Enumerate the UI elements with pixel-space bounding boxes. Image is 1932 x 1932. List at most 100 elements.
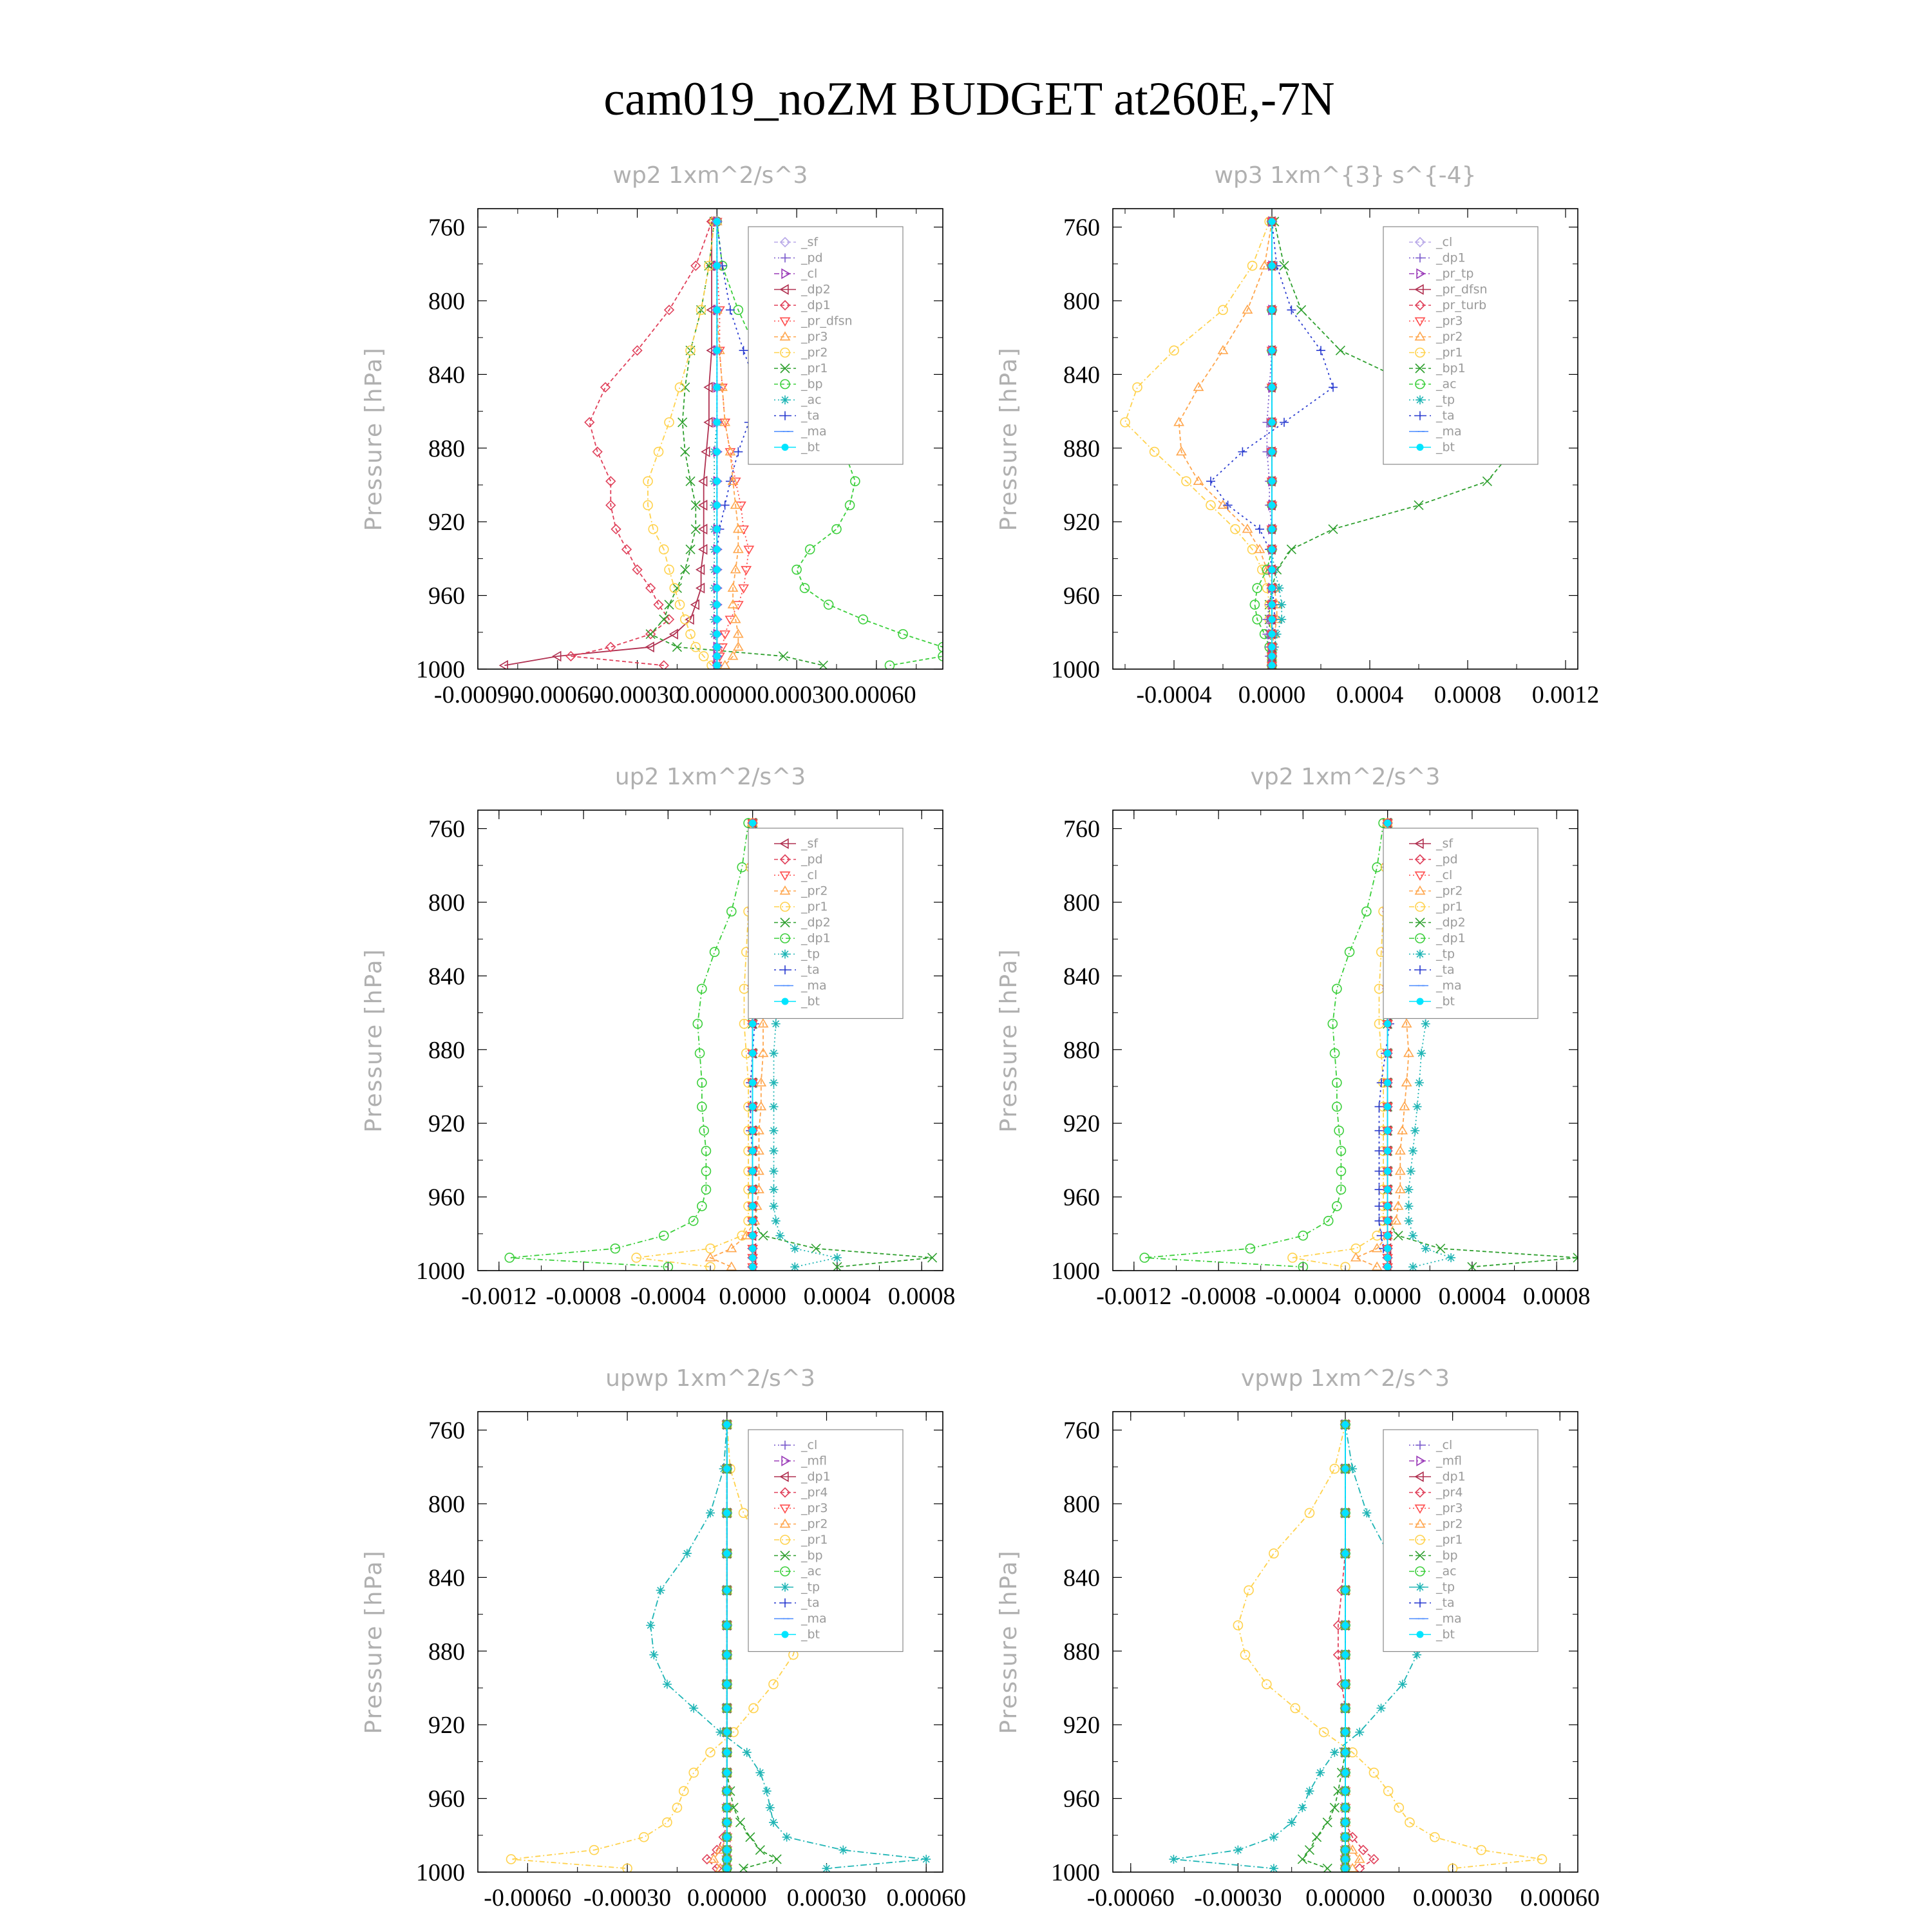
panel-upwp-series-tp-point <box>768 1817 778 1827</box>
panel-wp3-series-pr2-point <box>1242 524 1253 533</box>
panel-up2-series-tp-point <box>790 1244 800 1253</box>
panel-wp3-series-bt-point <box>1268 383 1276 391</box>
panel-up2-legend-pr1-marker <box>780 902 790 912</box>
panel-wp3-series-tp-line <box>1271 222 1283 666</box>
panel-vpwp-series-pr1-point <box>1447 1863 1458 1872</box>
panel-vpwp-legend-ma-label: _ma <box>1435 1612 1462 1626</box>
panel-wp3-legend-ac-label: _ac <box>1435 377 1457 392</box>
panel-vpwp-series-tp-point <box>1348 1464 1358 1473</box>
panel-wp3-series-bp1-point <box>1335 345 1345 355</box>
panel-vp2-legend-dp1-label: _dp1 <box>1435 931 1466 945</box>
panel-vpwp-xtick-label: 0.00030 <box>1413 1884 1493 1911</box>
panel-wp3-series-bp1-point <box>1482 476 1492 486</box>
panel-wp3-series-dp1-line <box>1266 222 1273 666</box>
panel-wp3-series-pr2-point <box>1254 544 1265 553</box>
panel-upwp-series-pr1-point <box>768 1679 779 1690</box>
panel-wp2-series-dp2-point <box>698 524 708 535</box>
panel-wp3-series-pr1 <box>1120 216 1277 669</box>
panel-wp3-legend-pr2-marker <box>1414 331 1426 341</box>
panel-upwp-legend-pr2-marker <box>779 1518 791 1528</box>
panel-upwp-ytick-label: 840 <box>428 1564 465 1591</box>
panel-upwp-series-tp-point <box>922 1854 931 1864</box>
panel-upwp-legend-dp1-marker <box>779 1471 789 1482</box>
panel-vpwp-legend-dp1-marker <box>1414 1471 1424 1482</box>
panel-wp2-series-pr1-point <box>680 382 690 392</box>
panel-wp2-series-dp1-point <box>592 446 603 457</box>
panel-wp2-series-pr1-point <box>818 660 828 669</box>
panel-vp2-series-tp-point <box>1412 1102 1422 1112</box>
panel-wp3-series-bt-point <box>1268 661 1276 669</box>
panel-vp2-series-dp1-point <box>1245 1243 1256 1254</box>
panel-wp2-series-bt-point <box>713 566 721 574</box>
panel-vp2-series-dp1-point <box>1336 1166 1347 1177</box>
panel-vp2-legend-dp2-label: _dp2 <box>1435 916 1466 930</box>
panel-wp3-series-bt-point <box>1268 262 1276 270</box>
panel-vpwp-legend-bp-marker <box>1415 1550 1425 1561</box>
panel-vpwp-series-bt-point <box>1341 1728 1349 1736</box>
panel-upwp-series-pr4-point <box>701 1853 712 1865</box>
panel-upwp-series-pr1-point <box>678 1786 689 1796</box>
panel-vp2-frame <box>1112 810 1578 1271</box>
panel-upwp-legend-cl-marker <box>781 1441 790 1450</box>
panel-upwp-series-bt-point <box>723 1855 731 1863</box>
panel-wp3-series-ac-point <box>1252 614 1262 625</box>
panel-vpwp-xtick-label: 0.00060 <box>1520 1884 1600 1911</box>
panel-wp3-series-bt-point <box>1268 218 1276 225</box>
panel-vp2-series-pr2-point <box>1390 1215 1402 1225</box>
panel-upwp-series-bt-point <box>723 1804 731 1812</box>
panel-vp2-series-pr2-point <box>1401 1018 1412 1028</box>
panel-wp2-series-pr2-point <box>653 446 664 457</box>
panel-wp3-series-bt-point <box>1268 584 1276 592</box>
panel-vp2-title: vp2 1xm^2/s^3 <box>1251 764 1441 790</box>
panel-wp2-legend-pr1-label: _pr1 <box>800 361 828 375</box>
panel-wp2-ylabel: Pressure [hPa] <box>361 346 387 531</box>
panel-upwp-legend-pr1-marker <box>780 1535 790 1545</box>
panel-up2-legend-cl-marker <box>779 871 791 881</box>
panel-wp2-series-pr2-point <box>643 476 653 487</box>
panel-wp2-series-pr2-point <box>664 564 674 575</box>
panel-upwp-series-bt-point <box>723 1833 731 1841</box>
panel-upwp-series-bt-point <box>723 1769 731 1777</box>
panel-upwp-series-bt-point <box>723 1622 731 1629</box>
panel-vp2-legend-pr1-label: _pr1 <box>1435 900 1463 914</box>
panel-upwp-ytick-label: 920 <box>428 1712 465 1739</box>
panel-wp3-series-bp1-point <box>1286 544 1296 554</box>
panel-vp2-series-dp1-point <box>1329 1048 1340 1059</box>
panel-vp2-series-dp1 <box>1139 818 1388 1271</box>
panel-wp2-series-bp-point <box>938 641 943 652</box>
panel-vp2-series-tp-point <box>1406 1166 1416 1176</box>
panel-upwp-legend-mfl-marker <box>781 1455 791 1466</box>
panel-wp2-legend-bp-marker <box>780 379 790 390</box>
panel-wp3-series-pr2-point <box>1193 475 1204 485</box>
panel-upwp-series-pr2-line <box>713 1425 728 1869</box>
panel-vp2-series-bt-point <box>1384 1168 1392 1175</box>
panel-vp2-series-tp-point <box>1408 1231 1418 1240</box>
panel-vpwp-series-tp-point <box>1305 1786 1314 1796</box>
panel-wp3-legend-pr-turb-label: _pr_turb <box>1435 298 1486 312</box>
panel-upwp-series-pr1-point <box>705 1747 715 1757</box>
panel-vp2-ytick-label: 960 <box>1063 1184 1100 1211</box>
panel-vp2-series-tp-point <box>1410 1126 1420 1135</box>
panel-wp3-series-pr2-point <box>1173 417 1184 426</box>
panel-vp2-series-bt-point <box>1384 1232 1392 1240</box>
panel-wp2-series-pr3-point <box>727 582 739 592</box>
panel-up2-series-bt-point <box>749 1254 757 1262</box>
panel-wp3-series-ac-point <box>1249 600 1260 610</box>
panel-wp2-series-pr1-point <box>680 446 690 457</box>
panel-vp2-legend-cl-marker <box>1414 871 1426 881</box>
panel-wp2-series-dp1-line <box>571 221 712 667</box>
panel-up2-series-pr1-line <box>636 822 753 1268</box>
panel-wp2-series-pr1-point <box>685 544 696 554</box>
panel-vpwp-series-pr2-point <box>1354 1853 1365 1863</box>
panel-vp2-series-pr2-point <box>1403 1047 1414 1057</box>
panel-wp3-series-bt-point <box>1268 616 1276 623</box>
panel-wp2-series-dp2-point <box>685 614 694 625</box>
panel-upwp-legend: _cl _mfl _dp1 _pr4_pr3 _pr2 _pr1 _bp_ac _tp_ta _… <box>748 1429 904 1653</box>
panel-wp2-series-pr2-point <box>659 544 669 554</box>
panel-wp3-series-pr2-point <box>1176 446 1187 456</box>
panel-up2-series-bt-point <box>749 1263 757 1271</box>
panel-wp2-series-dp2-point <box>701 446 710 457</box>
panel-wp3-series-ta-point <box>1329 383 1338 392</box>
panel-vpwp-series-bt-point <box>1341 1465 1349 1473</box>
panel-vp2-series-bt-point <box>1384 1020 1392 1028</box>
